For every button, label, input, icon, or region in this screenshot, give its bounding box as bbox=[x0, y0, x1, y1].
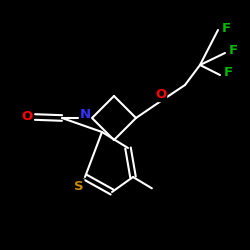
Text: F: F bbox=[228, 44, 237, 58]
Text: F: F bbox=[224, 66, 232, 80]
Text: O: O bbox=[22, 110, 32, 124]
Text: F: F bbox=[222, 22, 230, 35]
Text: N: N bbox=[80, 108, 90, 120]
Text: O: O bbox=[156, 88, 166, 102]
Text: S: S bbox=[74, 180, 84, 192]
